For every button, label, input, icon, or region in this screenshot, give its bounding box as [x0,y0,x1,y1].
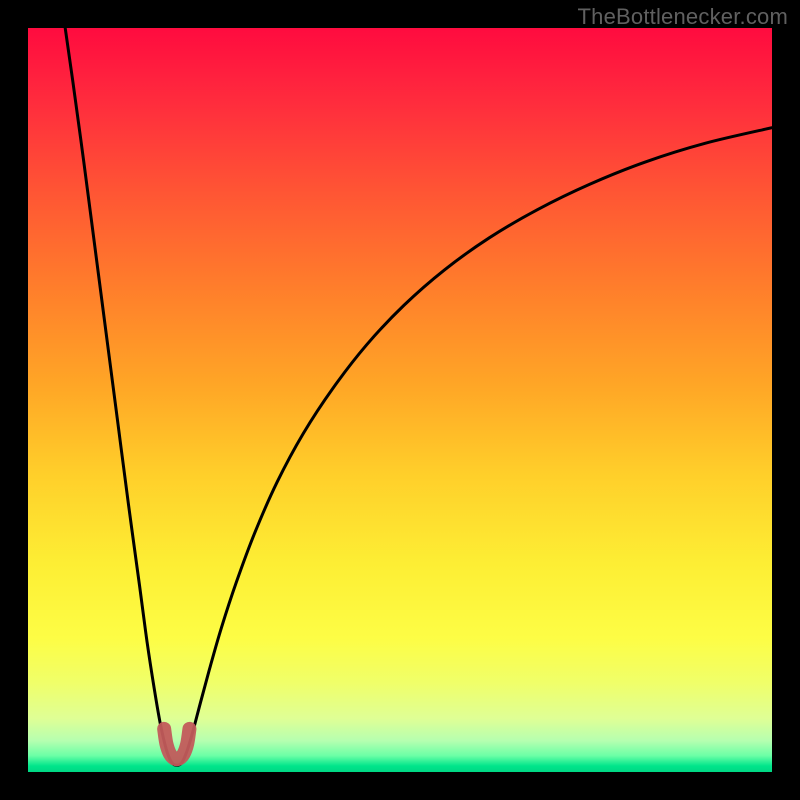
bottleneck-curve-chart [0,0,800,800]
watermark-text: TheBottlenecker.com [578,4,788,30]
plot-area-gradient [28,28,772,772]
bottleneck-chart-container: TheBottlenecker.com [0,0,800,800]
